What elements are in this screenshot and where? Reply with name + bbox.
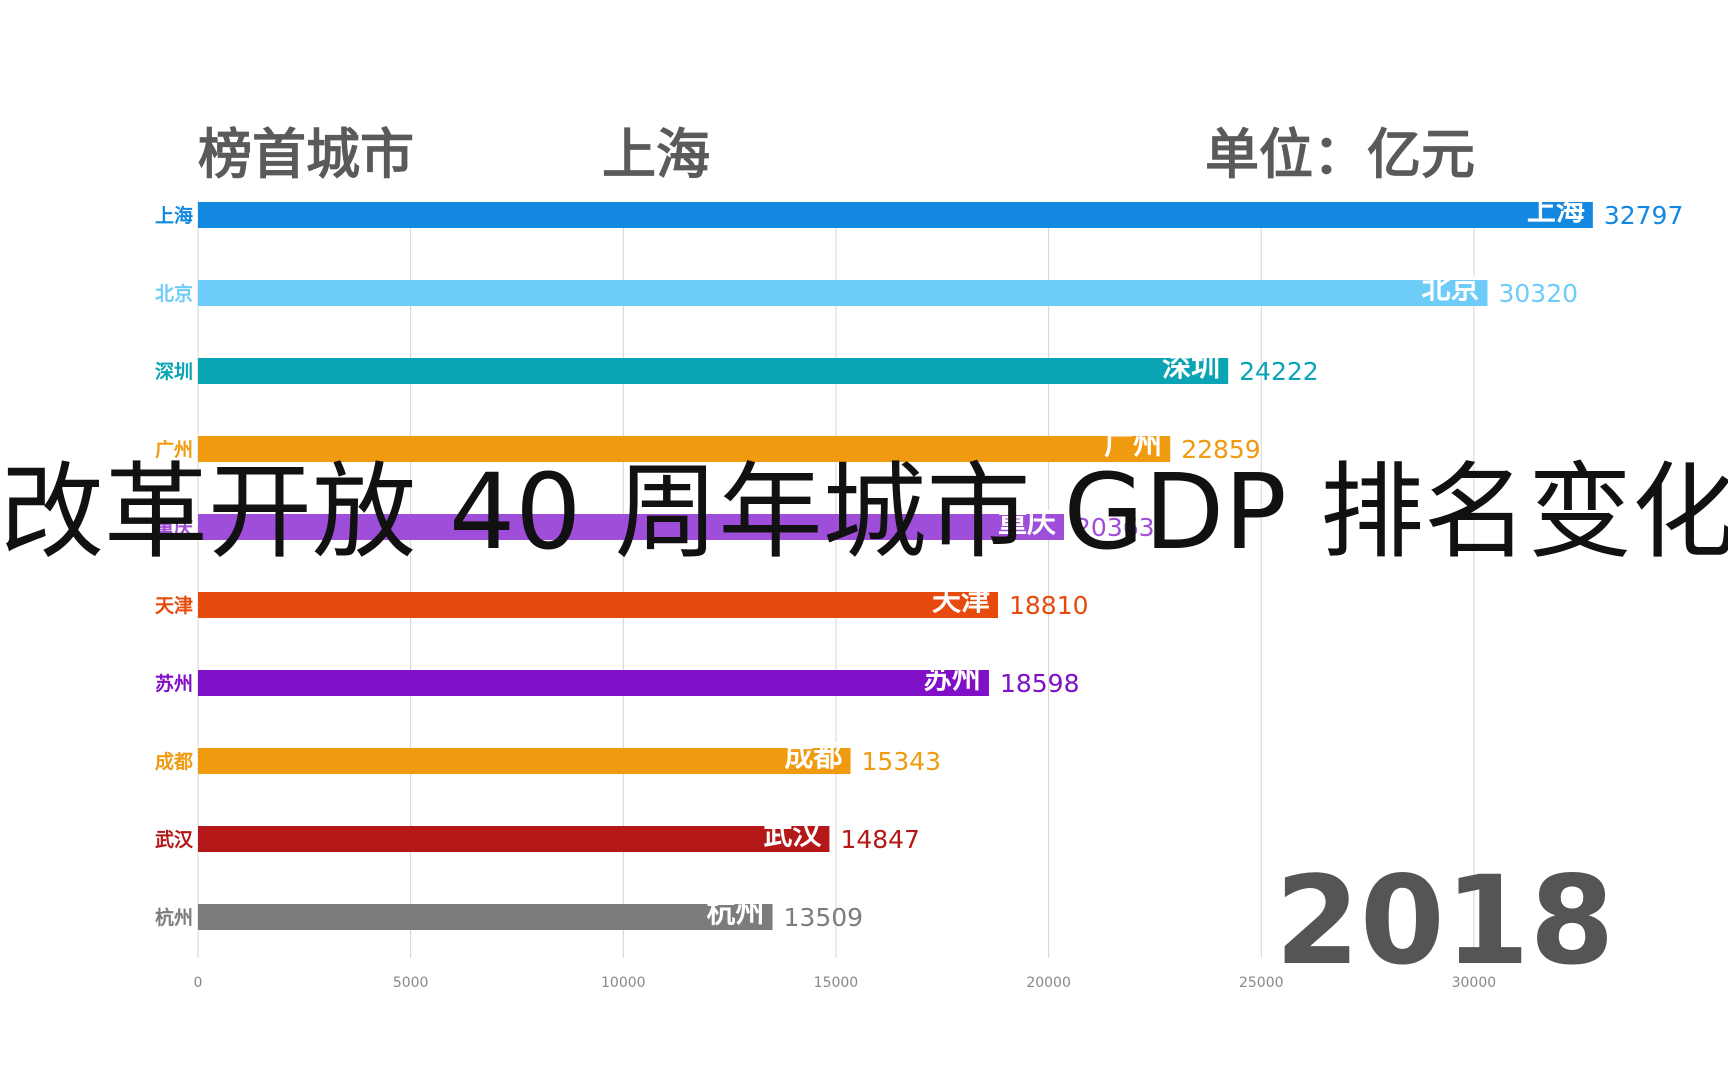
x-tick-label: 5000	[393, 975, 429, 991]
bar-inner-label: 广州	[1104, 427, 1162, 461]
bar-inner-label: 武汉	[763, 817, 822, 851]
y-category-label: 杭州	[155, 906, 193, 929]
value-label: 18598	[1000, 669, 1080, 698]
value-label: 24222	[1239, 357, 1319, 386]
bar	[198, 514, 1065, 540]
x-tick-label: 0	[194, 975, 203, 991]
y-category-label: 上海	[155, 204, 193, 227]
top-city-label: 榜首城市	[198, 123, 414, 186]
x-tick-label: 25000	[1239, 975, 1284, 991]
y-category-label: 武汉	[155, 829, 194, 851]
y-category-label: 成都	[155, 750, 193, 773]
x-tick-label: 30000	[1452, 975, 1497, 991]
bar	[198, 280, 1488, 306]
value-label: 32797	[1604, 201, 1684, 230]
bar-inner-label: 杭州	[707, 895, 765, 929]
unit-label: 单位：亿元	[1205, 123, 1475, 186]
bar	[198, 592, 998, 618]
value-label: 13509	[784, 903, 864, 932]
year-label: 2018	[1275, 850, 1615, 992]
x-tick-label: 20000	[1026, 975, 1071, 991]
bar	[198, 748, 851, 774]
y-category-label: 天津	[155, 594, 193, 617]
y-category-label: 深圳	[155, 360, 193, 383]
y-category-label: 北京	[155, 282, 193, 305]
bar-inner-label: 成都	[785, 739, 843, 773]
bar	[198, 436, 1171, 462]
bar-inner-label: 深圳	[1162, 349, 1220, 383]
y-category-label: 广州	[155, 438, 193, 461]
x-tick-label: 15000	[814, 975, 859, 991]
bar-inner-label: 重庆	[998, 505, 1056, 539]
value-label: 30320	[1499, 279, 1579, 308]
bar-inner-label: 上海	[1527, 193, 1585, 227]
bar	[198, 358, 1229, 384]
value-label: 20363	[1075, 513, 1155, 542]
bar	[198, 670, 989, 696]
bar-inner-label: 天津	[932, 583, 990, 617]
bar-inner-label: 北京	[1421, 271, 1479, 305]
value-label: 14847	[840, 825, 920, 854]
x-tick-label: 10000	[601, 975, 646, 991]
bar	[198, 202, 1593, 228]
value-label: 18810	[1009, 591, 1089, 620]
bar-inner-label: 苏州	[923, 661, 981, 695]
bar	[198, 826, 830, 852]
y-category-label: 苏州	[155, 672, 193, 695]
overlay-title: 改革开放 40 周年城市 GDP 排名变化	[0, 451, 1728, 573]
value-label: 15343	[862, 747, 942, 776]
value-label: 22859	[1181, 435, 1261, 464]
bar	[198, 904, 773, 930]
top-city-value: 上海	[602, 123, 710, 186]
y-category-label: 重庆	[155, 516, 193, 539]
